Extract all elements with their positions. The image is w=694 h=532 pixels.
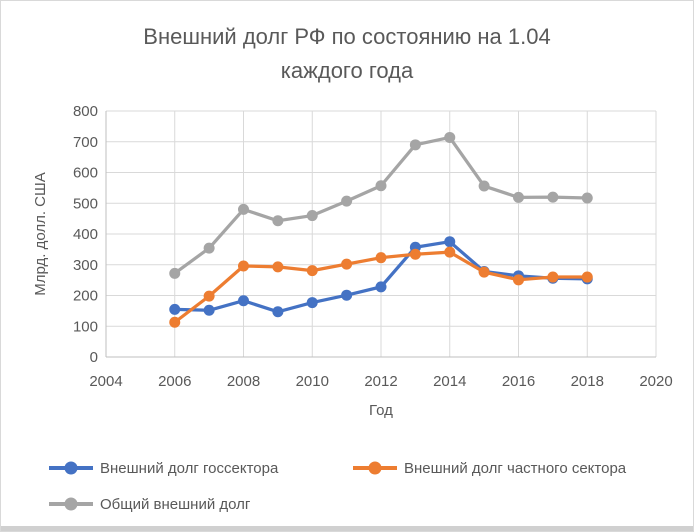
data-point [306, 297, 318, 309]
x-tick-label: 2004 [89, 373, 122, 390]
data-point [306, 210, 318, 222]
chart-title: Внешний долг РФ по состоянию на 1.04 каж… [1, 20, 693, 88]
legend-dot [64, 497, 78, 511]
data-point [547, 271, 559, 283]
data-point [409, 139, 421, 151]
data-point [444, 246, 456, 258]
data-point [375, 180, 387, 192]
x-tick-label: 2014 [433, 373, 466, 390]
legend-item: Внешний долг госсектора [49, 459, 278, 477]
y-tick-label: 700 [73, 134, 98, 151]
data-point [306, 265, 318, 277]
data-point [169, 267, 181, 279]
chart-title-line2: каждого года [280, 58, 414, 83]
data-point [444, 131, 456, 143]
data-point [341, 289, 353, 301]
series-layer [169, 131, 593, 328]
y-tick-label: 400 [73, 226, 98, 243]
y-tick-label: 200 [73, 288, 98, 305]
data-point [513, 274, 524, 286]
legend-item: Общий внешний долг [49, 495, 250, 513]
data-point [513, 191, 524, 203]
data-point [341, 195, 353, 207]
data-point [341, 258, 353, 270]
data-point [547, 191, 559, 203]
plot-area: 0 100 200 300 400 500 600 700 800 2004 2006 2008 201… [32, 103, 673, 419]
data-point [203, 290, 215, 302]
bottom-strip [1, 526, 693, 531]
data-point [478, 180, 490, 192]
data-point [238, 203, 249, 215]
y-axis-title: Млрд. долл. США [32, 172, 49, 296]
data-point [238, 295, 249, 307]
x-tick-label: 2012 [364, 373, 397, 390]
data-point [169, 316, 181, 328]
y-tick-label: 800 [73, 103, 98, 120]
data-point [478, 266, 490, 278]
legend-dot [64, 461, 78, 475]
y-tick-label: 600 [73, 165, 98, 182]
data-point [203, 242, 215, 254]
gridlines [106, 110, 657, 357]
x-tick-label: 2010 [296, 373, 329, 390]
data-point [203, 304, 215, 316]
legend-marker-icon [353, 461, 397, 475]
y-tick-label: 100 [73, 318, 98, 335]
x-tick-label: 2008 [227, 373, 260, 390]
data-point [375, 252, 387, 264]
x-tick-label: 2006 [158, 373, 191, 390]
tick-labels: 0 100 200 300 400 500 600 700 800 2004 2006 2008 201… [73, 103, 673, 390]
x-axis-title: Год [369, 402, 393, 419]
legend-label: Внешний долг госсектора [100, 459, 279, 477]
legend-marker-icon [49, 461, 93, 475]
legend-item: Внешний долг частного сектора [353, 459, 626, 477]
y-tick-label: 0 [90, 349, 98, 366]
legend-label: Общий внешний долг [100, 495, 251, 513]
axes [105, 111, 656, 358]
data-point [272, 306, 284, 318]
data-point [409, 248, 421, 260]
x-tick-label: 2016 [502, 373, 535, 390]
legend-dot [368, 461, 382, 475]
data-point [272, 215, 284, 227]
data-point [444, 236, 456, 248]
x-tick-label: 2018 [571, 373, 604, 390]
y-tick-label: 500 [73, 195, 98, 212]
y-tick-label: 300 [73, 257, 98, 274]
data-point [581, 192, 593, 204]
x-tick-label: 2020 [639, 373, 672, 390]
legend-label: Внешний долг частного сектора [404, 459, 627, 477]
legend-marker-icon [49, 497, 93, 511]
data-point [581, 271, 593, 283]
data-point [169, 303, 181, 315]
data-point [238, 260, 249, 272]
chart-title-line1: Внешний долг РФ по состоянию на 1.04 [143, 24, 551, 49]
data-point [375, 281, 387, 293]
data-point [272, 261, 284, 273]
